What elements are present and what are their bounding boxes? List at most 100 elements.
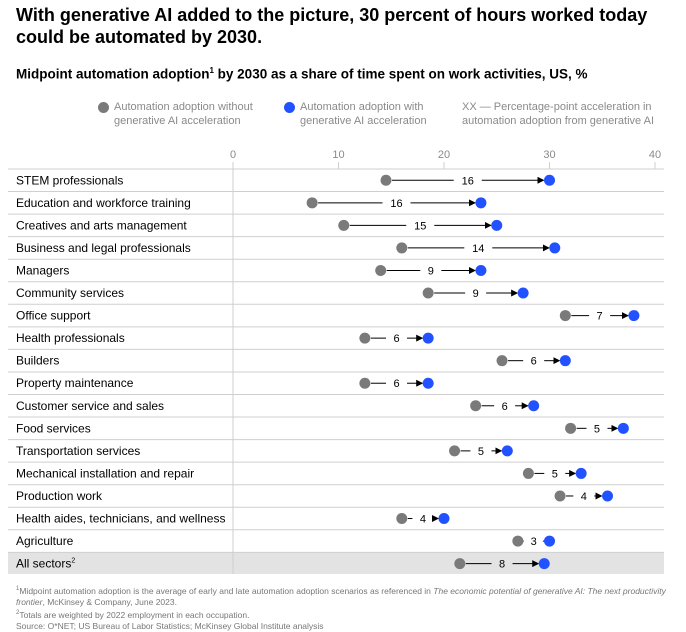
point-with-acceleration (617, 422, 629, 434)
footnote-1-marker: 1 (16, 586, 20, 592)
acceleration-label: 9 (473, 288, 479, 300)
acceleration-label: 9 (428, 265, 434, 277)
footnote-1-publication: The economic potential of generative AI:… (16, 585, 666, 607)
point-without-acceleration (359, 332, 371, 344)
point-without-acceleration (396, 513, 408, 525)
footnote-2-text: Totals are weighted by 2022 employment i… (19, 609, 250, 620)
footnote-1-text: Midpoint automation adoption is the aver… (19, 585, 434, 596)
point-without-acceleration (359, 377, 371, 389)
acceleration-label: 4 (581, 491, 587, 503)
category-label: Property maintenance (16, 376, 134, 390)
legend-without-label: Automation adoption without generative A… (114, 101, 253, 127)
subtitle-text-rest: by 2030 as a share of time spent on work… (213, 66, 588, 82)
point-without-acceleration (565, 422, 577, 434)
point-without-acceleration (396, 242, 408, 254)
acceleration-label: 6 (531, 356, 537, 368)
dumbbell-chart: 0 10 20 30 40 STEM professionals 16 Education a… (8, 149, 664, 574)
point-with-acceleration (528, 400, 540, 412)
point-without-acceleration (449, 445, 461, 457)
acceleration-label: 5 (478, 446, 484, 458)
category-label: Mechanical installation and repair (16, 466, 194, 480)
highlight-row-background (8, 552, 664, 574)
point-with-acceleration (422, 377, 434, 389)
point-without-acceleration (306, 197, 318, 209)
point-without-acceleration (522, 467, 534, 479)
category-label: Agriculture (16, 534, 74, 548)
category-label: Health aides, technicians, and wellness (16, 512, 225, 526)
category-label: Health professionals (16, 331, 125, 345)
point-with-acceleration (628, 310, 640, 322)
point-without-acceleration (512, 535, 524, 547)
acceleration-label: 4 (420, 514, 426, 526)
point-with-acceleration (544, 174, 555, 186)
point-with-acceleration (538, 558, 550, 570)
point-with-acceleration (422, 332, 434, 344)
source-note: Source: O*NET; US Bureau of Labor Statis… (16, 620, 324, 631)
point-without-acceleration (422, 287, 434, 299)
footnote-2: 2Totals are weighted by 2022 employment … (16, 608, 680, 621)
category-footnote-marker: 2 (71, 558, 75, 565)
acceleration-label: 16 (462, 175, 474, 187)
point-with-acceleration (544, 535, 555, 547)
acceleration-label: 5 (552, 468, 558, 480)
x-tick-label: 0 (230, 149, 236, 161)
point-without-acceleration (470, 400, 482, 412)
footnote-2-marker: 2 (16, 609, 20, 616)
category-label: Food services (16, 421, 91, 435)
subtitle-text: Midpoint automation adoption (16, 66, 210, 82)
acceleration-label: 6 (393, 378, 399, 390)
gray-dot-icon (98, 102, 109, 113)
footnote-1: 1Midpoint automation adoption is the ave… (16, 584, 680, 608)
x-tick-label: 30 (543, 149, 555, 161)
category-label: Transportation services (16, 444, 140, 458)
category-label: All sectors2 (16, 557, 75, 571)
point-with-acceleration (559, 355, 571, 367)
category-label: Creatives and arts management (16, 218, 187, 232)
point-without-acceleration (559, 310, 571, 322)
point-with-acceleration (475, 197, 487, 209)
x-tick-label: 10 (332, 149, 344, 161)
chart-headline: With generative AI added to the picture,… (16, 5, 648, 47)
legend-with-label: Automation adoption with generative AI a… (300, 101, 427, 127)
point-without-acceleration (338, 219, 350, 231)
category-label: Community services (16, 286, 124, 300)
point-without-acceleration (496, 355, 508, 367)
chart-subtitle: Midpoint automation adoption1 by 2030 as… (16, 66, 588, 82)
category-label: Builders (16, 354, 59, 368)
acceleration-label: 5 (594, 423, 600, 435)
acceleration-label: 16 (390, 198, 402, 210)
x-tick-label: 40 (649, 149, 661, 161)
point-without-acceleration (375, 264, 387, 276)
acceleration-label: 7 (597, 311, 603, 323)
footnote-1-tail: , McKinsey & Company, June 2023. (42, 596, 177, 607)
footnotes: 1Midpoint automation adoption is the ave… (16, 584, 680, 632)
acceleration-label: 6 (393, 333, 399, 345)
point-with-acceleration (438, 513, 450, 525)
subtitle-footnote-marker: 1 (209, 66, 214, 75)
point-without-acceleration (454, 558, 466, 570)
x-tick-label: 20 (438, 149, 450, 161)
point-with-acceleration (517, 287, 529, 299)
legend-accel-label: XX — Percentage-point acceleration in au… (462, 101, 655, 127)
point-without-acceleration (380, 174, 392, 186)
category-label: Customer service and sales (16, 399, 164, 413)
category-label: Education and workforce training (16, 196, 191, 210)
point-with-acceleration (602, 490, 614, 502)
point-with-acceleration (501, 445, 513, 457)
acceleration-label: 3 (531, 536, 537, 548)
point-with-acceleration (491, 219, 503, 231)
acceleration-label: 8 (499, 559, 505, 571)
point-without-acceleration (554, 490, 566, 502)
acceleration-label: 6 (502, 401, 508, 413)
blue-dot-icon (284, 102, 295, 113)
category-label: Production work (16, 489, 103, 503)
category-label: Managers (16, 263, 69, 277)
category-label: STEM professionals (16, 173, 123, 187)
category-label: Office support (16, 309, 91, 323)
acceleration-label: 15 (414, 220, 426, 232)
point-with-acceleration (575, 467, 587, 479)
category-label: Business and legal professionals (16, 241, 191, 255)
acceleration-label: 14 (472, 243, 484, 255)
point-with-acceleration (549, 242, 561, 254)
point-with-acceleration (475, 264, 487, 276)
